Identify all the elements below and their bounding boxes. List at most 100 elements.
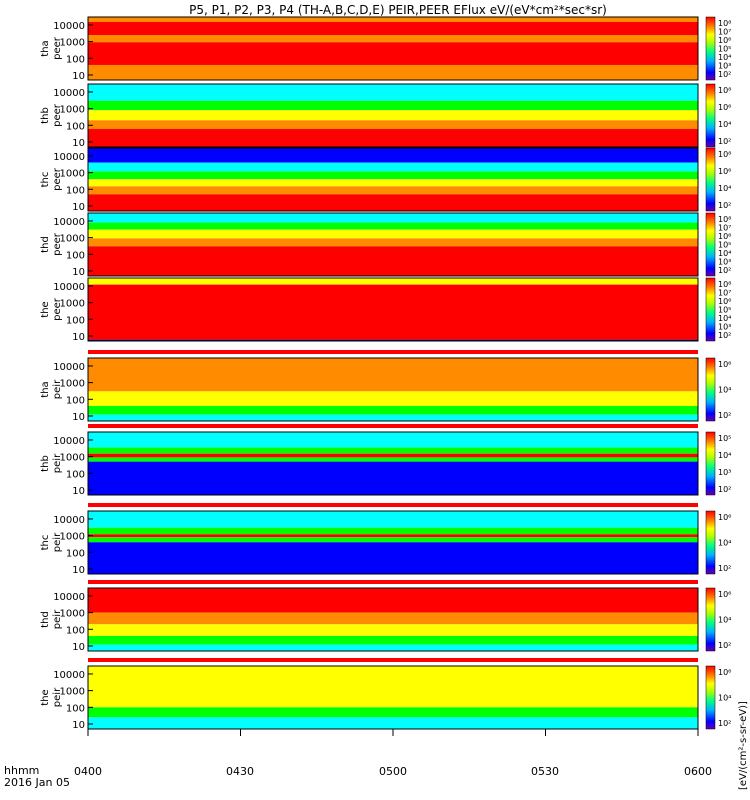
y-tick-label: 1000: [60, 299, 85, 310]
y-tick-label: 10: [72, 138, 85, 149]
spectrogram-band: [88, 148, 698, 163]
panel-species-label: peir: [52, 532, 63, 552]
panel-probe-label: thc: [40, 535, 51, 551]
colorbar-tick-label: 10²: [718, 485, 731, 494]
panel-frame: [87, 587, 699, 652]
colorbar-tick-label: 10⁸: [718, 86, 731, 95]
colorbar-tick-label: 10⁴: [718, 694, 731, 703]
y-tick-label: 1000: [60, 234, 85, 245]
spectrogram-band: [88, 229, 698, 239]
y-tick-label: 10000: [53, 515, 85, 526]
spectrogram-band: [88, 453, 698, 458]
panel-probe-label: tha: [40, 40, 51, 56]
colorbar-tick-label: 10³: [718, 258, 731, 267]
separator-stripe: [88, 658, 698, 662]
spectrogram-band: [88, 42, 698, 65]
panel-probe-label: thd: [40, 611, 51, 628]
colorbar-tick-label: 10³: [718, 323, 731, 332]
y-tick-label: 1000: [60, 687, 85, 698]
y-tick-label: 100: [66, 121, 85, 132]
spectrogram-band: [88, 457, 698, 462]
y-tick-label: 10000: [53, 217, 85, 228]
colorbar-tick-label: 10⁴: [718, 451, 731, 460]
spectrogram-band: [88, 162, 698, 172]
panel-species-label: peer: [52, 36, 63, 60]
colorbar-tick-label: 10⁶: [718, 167, 731, 176]
y-tick-label: 10000: [53, 362, 85, 373]
spectrogram-band: [88, 527, 698, 535]
colorbar-tick-label: 10²: [718, 331, 731, 340]
colorbar-tick-label: 10⁷: [718, 28, 731, 37]
panel-probe-label: thc: [40, 172, 51, 188]
spectrogram-band: [88, 179, 698, 187]
spectrogram-band: [88, 391, 698, 406]
panel-probe-label: thb: [40, 455, 51, 472]
separator-stripe: [88, 350, 698, 354]
spectrogram-band: [88, 358, 698, 392]
panel-frame: [87, 510, 699, 575]
colorbar: [705, 357, 716, 422]
colorbar-tick-label: 10²: [718, 411, 731, 420]
y-tick-label: 10: [72, 202, 85, 213]
y-tick-label: 1000: [60, 379, 85, 390]
colorbar-tick-label: 10⁴: [718, 249, 731, 258]
y-tick-label: 10: [72, 71, 85, 82]
colorbar-tick-label: 10²: [718, 201, 731, 210]
colorbar-tick-label: 10⁶: [718, 360, 731, 369]
y-tick-label: 1000: [60, 169, 85, 180]
y-tick-label: 100: [66, 315, 85, 326]
x-axis: 0400 0430 0500 0530 0600: [74, 765, 712, 778]
panel-species-label: peer: [52, 103, 63, 127]
panel-species-label: peir: [52, 609, 63, 629]
spectrogram-band: [88, 186, 698, 195]
spectrogram-band: [88, 246, 698, 276]
panel-species-label: peer: [52, 232, 63, 256]
panel-frame: [87, 431, 699, 496]
spectrogram-band: [88, 120, 698, 130]
colorbar: [705, 212, 716, 277]
spectrogram-band: [88, 405, 698, 415]
spectrogram-band: [88, 213, 698, 223]
spectrogram-band: [88, 414, 698, 421]
colorbar-tick-label: 10⁶: [718, 103, 731, 112]
panel-frame: [87, 16, 699, 81]
panel-frame: [87, 147, 699, 212]
panel-species-label: peer: [52, 167, 63, 191]
panel-probe-label: the: [40, 689, 51, 705]
colorbar: [705, 277, 716, 342]
spectrogram-band: [88, 461, 698, 495]
panel-thc-peir: thc peir 10000 1000 100 10 10⁶ 10⁴ 10²: [40, 510, 731, 576]
colorbar-tick-label: 10⁶: [718, 297, 731, 306]
colorbar-tick-label: 10⁷: [718, 289, 731, 298]
colorbar: [705, 665, 716, 730]
colorbar-tick-label: 10⁴: [718, 386, 731, 395]
spectrogram-band: [88, 612, 698, 625]
panel-tha-peir: tha peir 10000 1000 100 10 10⁶ 10⁴ 10²: [40, 357, 731, 423]
colorbar-tick-label: 10⁶: [718, 513, 731, 522]
y-tick-label: 10000: [53, 436, 85, 447]
y-tick-label: 1000: [60, 453, 85, 464]
y-tick-label: 10000: [53, 21, 85, 32]
panel-thb-peir: thb peir 10000 1000 100 10 10⁵ 10⁴ 10³ 10²: [40, 431, 731, 497]
spectrogram-band: [88, 238, 698, 247]
panel-the-peer: the peer 10000 1000 100 10 10⁸10⁷10⁶10⁵10⁴10³1…: [40, 277, 731, 343]
colorbar: [705, 510, 716, 575]
spectrogram-band: [88, 666, 698, 708]
x-tick-label: 0500: [379, 765, 407, 778]
colorbar-tick-label: 10⁶: [718, 232, 731, 241]
panel-frame: [87, 83, 699, 148]
y-tick-label: 10000: [53, 88, 85, 99]
colorbar-tick-label: 10⁸: [718, 150, 731, 159]
spectrogram-band: [88, 511, 698, 528]
panel-frame: [87, 277, 699, 342]
colorbar-tick-label: 10²: [718, 137, 731, 146]
y-tick-label: 10: [72, 642, 85, 653]
separator-stripe: [88, 580, 698, 584]
colorbar-tick-label: 10⁴: [718, 53, 731, 62]
y-tick-label: 100: [66, 185, 85, 196]
spectrogram-band: [88, 624, 698, 636]
colorbar: [705, 16, 716, 81]
y-tick-label: 10000: [53, 670, 85, 681]
colorbar-tick-label: 10⁵: [718, 434, 731, 443]
colorbar: [705, 431, 716, 496]
